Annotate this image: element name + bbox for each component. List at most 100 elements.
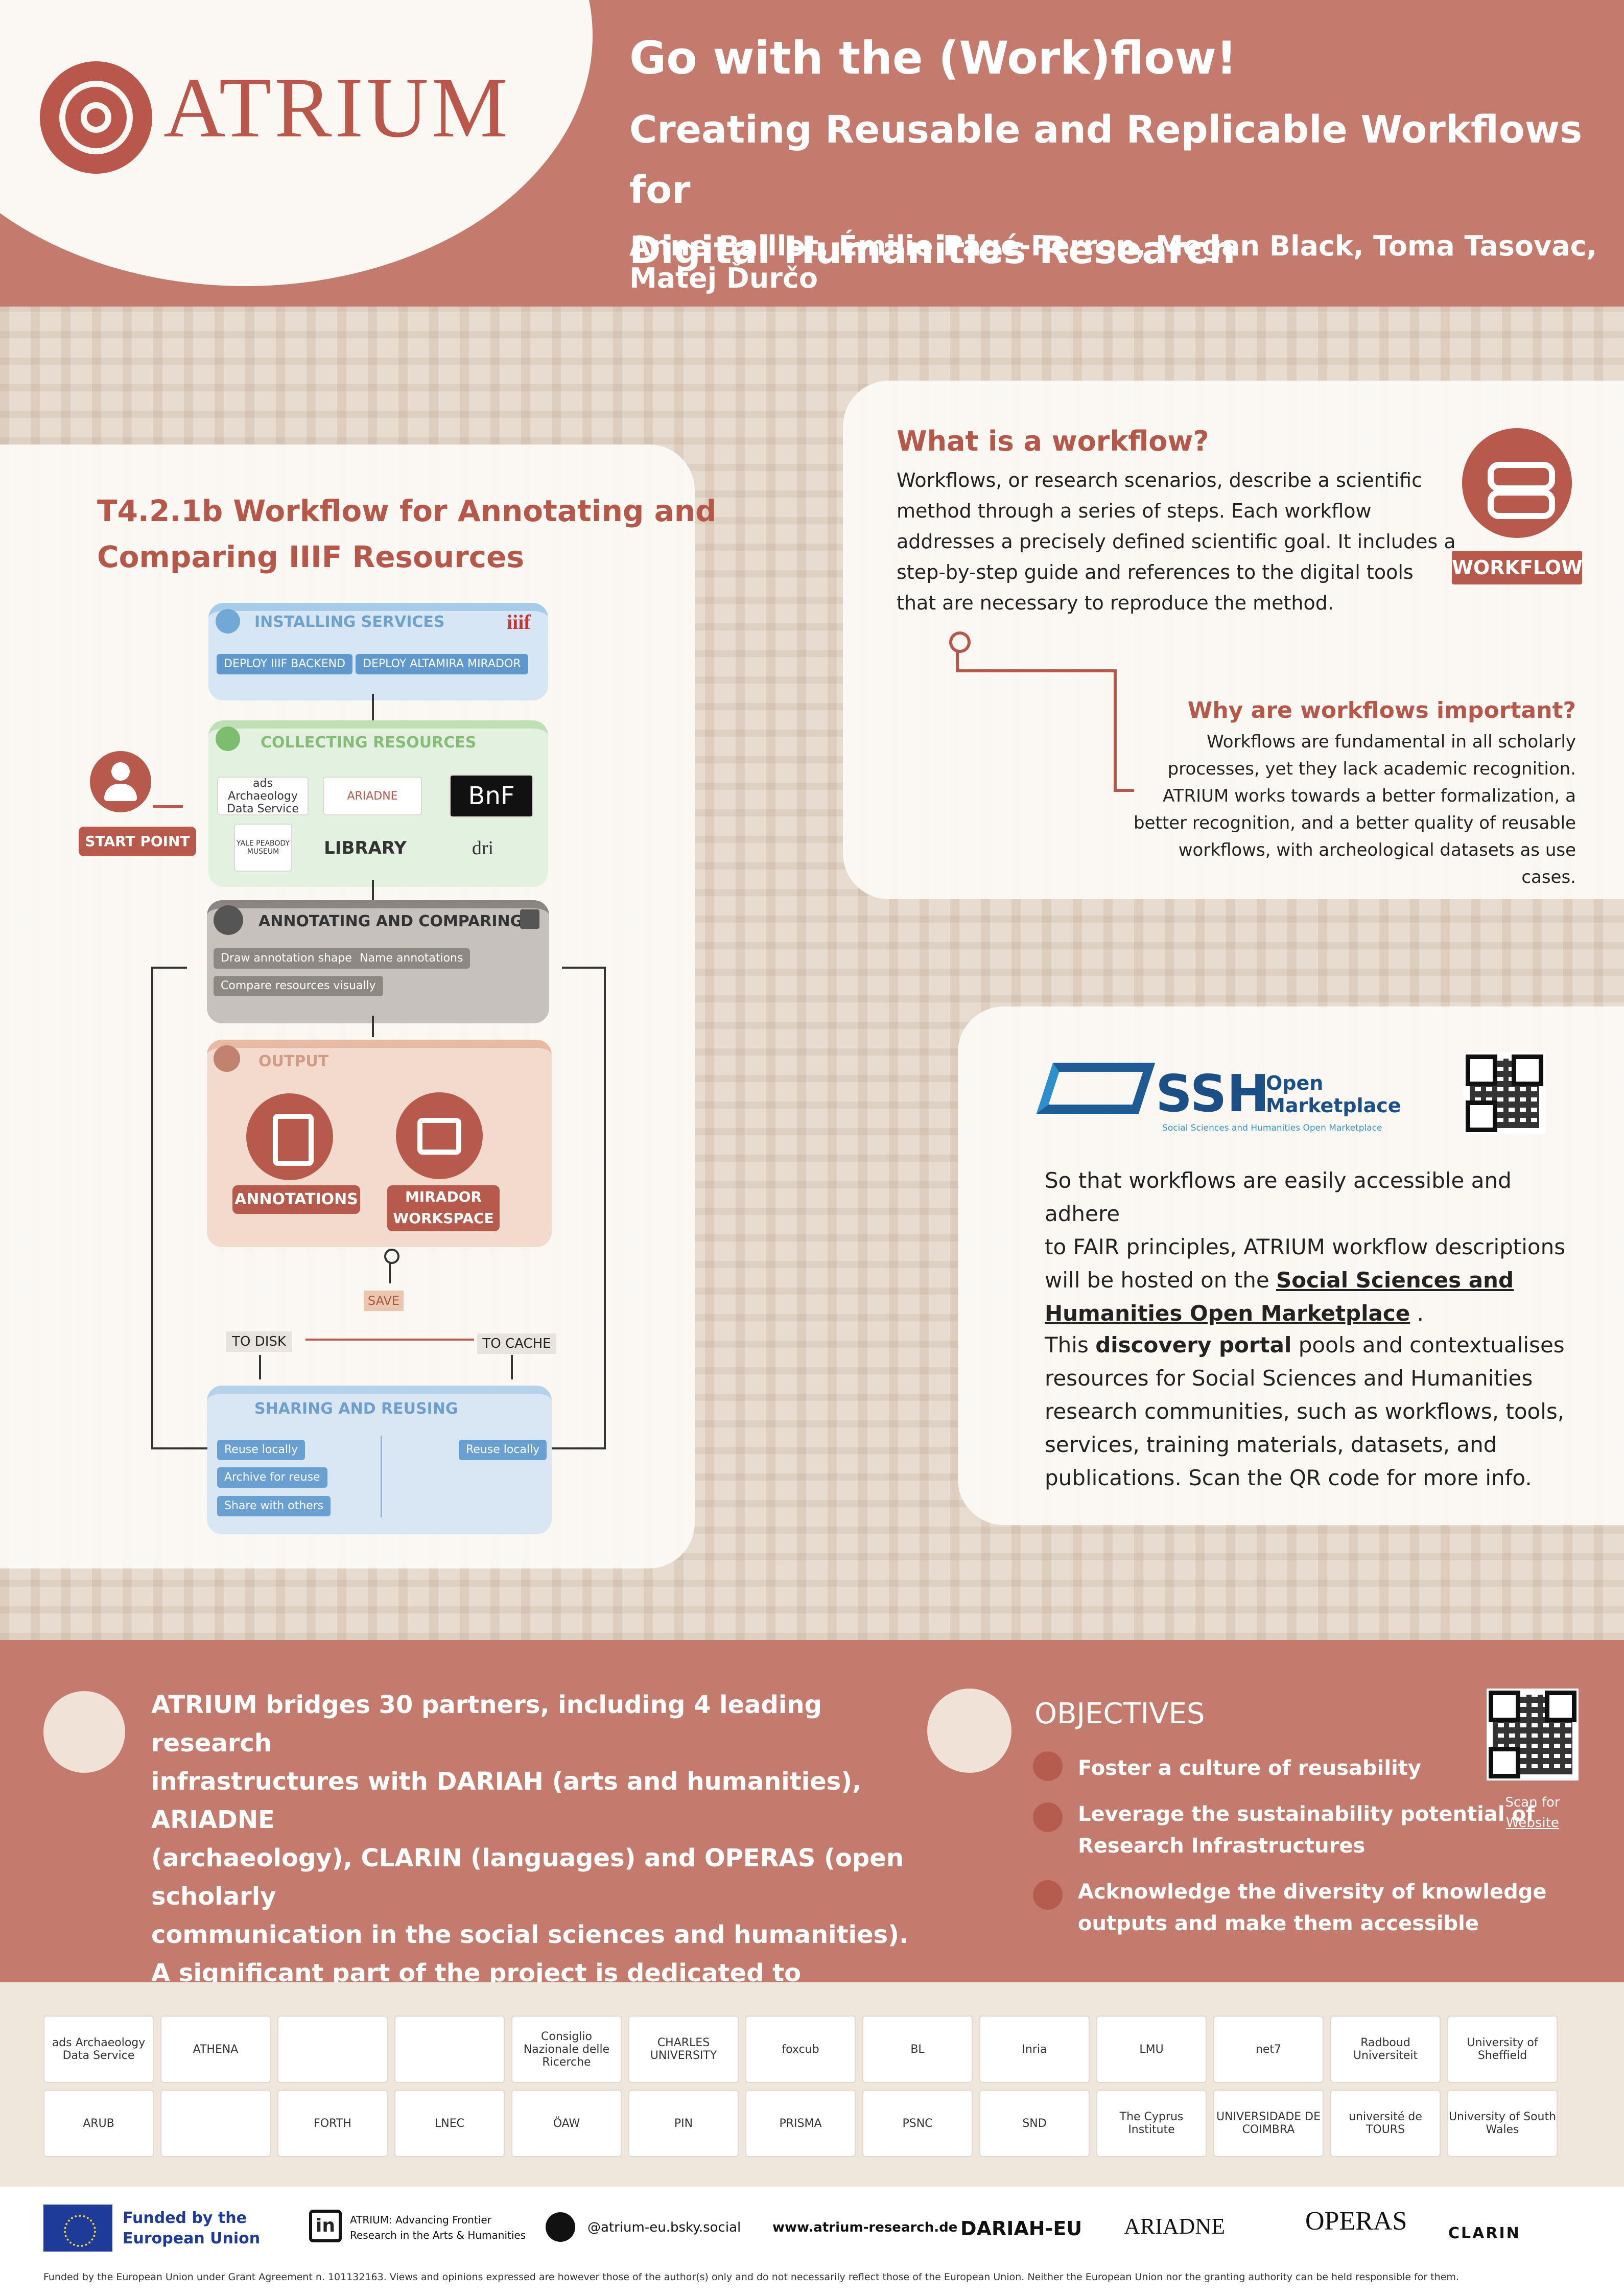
connector-line (956, 669, 1117, 672)
body-line: ATRIUM works towards a better formalizat… (1163, 786, 1576, 806)
body-text: This (1045, 1332, 1096, 1357)
connector-line (1114, 669, 1117, 792)
partner-logo: ARUB (43, 2090, 154, 2157)
poster-subtitle: Creating Reusable and Replicable Workflo… (629, 100, 1600, 280)
partner-logo: UNIVERSIDADE DE COIMBRA (1213, 2090, 1324, 2157)
ariadne-logo: ARIADNE (1124, 2214, 1225, 2239)
loop-line-left (151, 967, 153, 1449)
objective-bullet-icon (1033, 1802, 1063, 1832)
flow-arrow (259, 1355, 261, 1379)
subtitle-line: Digital Humanities Research (629, 228, 1236, 272)
reuse-locally-tag: Reuse locally (459, 1440, 547, 1460)
website-url[interactable]: www.atrium-research.de (772, 2220, 958, 2235)
copy-icon (214, 1045, 240, 1072)
partner-logo: foxcub (745, 2016, 856, 2083)
body-line: method through a series of steps. Each w… (897, 500, 1372, 522)
website-link[interactable]: Website (1506, 1815, 1559, 1831)
bluesky-handle[interactable]: @atrium-eu.bsky.social (587, 2220, 741, 2235)
image-icon (396, 1092, 483, 1179)
footer (0, 2187, 1624, 2296)
what-title: What is a workflow? (897, 425, 1209, 457)
workflow-badge: WORKFLOW (1452, 551, 1583, 584)
dri-logo: dri (472, 837, 494, 859)
objective-2: Leverage the sustainability potential of… (1078, 1798, 1535, 1862)
why-body: Workflows are fundamental in all scholar… (1124, 729, 1576, 891)
flow-node (384, 1249, 399, 1264)
logo-line: Open (1266, 1072, 1324, 1094)
poster-title: Go with the (Work)flow! (629, 32, 1237, 84)
linkedin-text[interactable]: ATRIUM: Advancing Frontier Research in t… (350, 2214, 526, 2241)
partner-logo: FORTH (277, 2090, 388, 2157)
body-line: addresses a precisely defined scientific… (897, 530, 1456, 553)
disclaimer: Funded by the European Union under Grant… (43, 2271, 1459, 2283)
annotation-tag: Compare resources visually (214, 976, 383, 996)
partner-logo: LNEC (394, 2090, 505, 2157)
ssh-link[interactable]: Humanities Open Marketplace (1045, 1301, 1410, 1326)
ssh-link[interactable]: Social Sciences and (1276, 1268, 1514, 1293)
connector-line (1114, 789, 1134, 792)
body-text: pools and contextualises (1291, 1332, 1565, 1357)
partner-logo: PSNC (862, 2090, 973, 2157)
annotations-label: ANNOTATIONS (232, 1185, 360, 1214)
partner-logo: PIN (628, 2090, 739, 2157)
ssh-paragraph-2: This discovery portal pools and contextu… (1045, 1328, 1576, 1494)
band-line: (archaeology), CLARIN (languages) and OP… (151, 1844, 904, 1911)
clarin-logo: CLARIN (1448, 2224, 1521, 2242)
linkedin-icon[interactable]: in (309, 2210, 342, 2242)
connector-node (949, 631, 971, 653)
title-line: T4.2.1b Workflow for Annotating and (97, 494, 717, 528)
mirador-icon (520, 909, 539, 929)
ssh-qr-code[interactable] (1464, 1052, 1545, 1134)
objective-bullet-icon (1033, 1880, 1063, 1910)
installing-services-stage (208, 603, 548, 700)
operas-logo: OPERAS (1305, 2207, 1407, 2236)
partner-logo: Radboud Universiteit (1330, 2016, 1441, 2083)
loop-line-right (604, 967, 606, 1449)
body-end: . (1410, 1301, 1424, 1326)
eu-funding-text: Funded by the European Union (123, 2209, 261, 2247)
partner-logo: ads Archaeology Data Service (43, 2016, 154, 2083)
scan-caption: Scan for Website (1481, 1792, 1584, 1833)
yale-peabody-logo: YALE PEABODY MUSEUM (234, 824, 292, 872)
flow-arrow (372, 694, 374, 724)
band-line: infrastructures with DARIAH (arts and hu… (151, 1767, 862, 1834)
sharing-title: SHARING AND REUSING (254, 1400, 458, 1418)
folder-icon (216, 727, 240, 751)
annotation-tag: Name annotations (352, 948, 470, 969)
ssh-paragraph-1: So that workflows are easily accessible … (1045, 1164, 1576, 1330)
website-qr-code[interactable] (1487, 1689, 1579, 1780)
installing-services-title: INSTALLING SERVICES (254, 613, 445, 631)
body-line: Workflows, or research scenarios, descri… (897, 469, 1423, 491)
rosette-icon (43, 1691, 125, 1773)
ssh-logo-mark (1036, 1063, 1156, 1114)
flow-arrow (372, 880, 374, 901)
bnf-logo: BnF (450, 775, 533, 817)
bluesky-icon[interactable] (546, 2212, 575, 2242)
subtitle-line: Creating Reusable and Replicable Workflo… (629, 108, 1583, 212)
loop-line-right-top (562, 967, 606, 969)
objective-line: outputs and make them accessible (1078, 1912, 1479, 1935)
partner-logo: ATHENA (160, 2016, 271, 2083)
mirador-workspace-label: MIRADOR WORKSPACE (387, 1185, 500, 1231)
discovery-portal-bold: discovery portal (1095, 1332, 1292, 1357)
start-point-label: START POINT (79, 827, 196, 856)
authors: Anne Baillot, Émilie Pagé-Perron, Megan … (629, 230, 1597, 294)
rosette-icon (927, 1689, 1011, 1773)
workflow-icon (1462, 428, 1572, 538)
objective-line: Foster a culture of reusability (1078, 1756, 1421, 1780)
partner-logo: CHARLES UNIVERSITY (628, 2016, 739, 2083)
scan-label: Scan for (1505, 1795, 1560, 1810)
loop-line-left-bottom (151, 1447, 207, 1449)
annotation-tag: Draw annotation shapes (214, 948, 365, 969)
why-title: Why are workflows important? (1187, 697, 1576, 723)
ssh-logo-caption: Social Sciences and Humanities Open Mark… (1162, 1123, 1382, 1133)
partner-logo: University of South Wales (1447, 2090, 1558, 2157)
body-line: Workflows are fundamental in all scholar… (1207, 732, 1576, 752)
ariadne-logo: ARIADNE (323, 777, 422, 815)
collecting-resources-title: COLLECTING RESOURCES (261, 734, 477, 752)
deploy-iiif-backend-tag: DEPLOY IIIF BACKEND (217, 654, 353, 674)
annotate-icon (214, 905, 243, 935)
objective-line: Leverage the sustainability potential of (1078, 1802, 1535, 1826)
connector-line (956, 650, 959, 670)
body-line: services, training materials, datasets, … (1045, 1432, 1497, 1457)
